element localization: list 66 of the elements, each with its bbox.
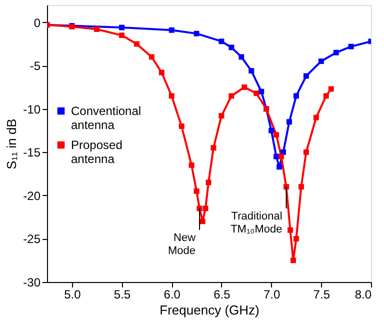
point xyxy=(276,164,282,170)
y-tick-label: -5 xyxy=(30,59,41,74)
point xyxy=(194,30,200,36)
point xyxy=(196,206,202,212)
y-tick-label: -10 xyxy=(23,102,41,116)
point xyxy=(268,128,274,134)
point xyxy=(148,54,154,60)
point xyxy=(200,218,206,224)
point xyxy=(94,26,100,32)
y-tick-label: 0 xyxy=(34,16,41,30)
x-tick-label: 5.5 xyxy=(114,288,131,302)
point xyxy=(168,93,174,99)
annotation: New Mode xyxy=(168,232,196,258)
x-tick-label: 8.0 xyxy=(354,288,372,302)
point xyxy=(238,54,244,60)
y-tick-label: -25 xyxy=(23,232,41,246)
point xyxy=(254,90,260,96)
point xyxy=(303,73,309,79)
point xyxy=(119,24,125,30)
point xyxy=(293,93,299,99)
point xyxy=(228,44,234,50)
point xyxy=(258,88,264,94)
point xyxy=(218,38,224,44)
x-tick-label: 6.5 xyxy=(214,288,231,302)
point xyxy=(318,58,324,64)
point xyxy=(278,154,284,160)
point xyxy=(228,93,234,99)
point xyxy=(313,114,319,120)
point xyxy=(303,149,309,155)
point xyxy=(290,258,296,264)
point xyxy=(293,236,299,242)
point xyxy=(284,184,289,190)
y-tick-label: -15 xyxy=(23,146,41,160)
point xyxy=(119,32,125,38)
x-tick-label: 7.0 xyxy=(263,288,280,302)
point xyxy=(134,41,140,47)
point xyxy=(348,44,354,50)
y-tick-label: -20 xyxy=(23,188,41,203)
point xyxy=(323,93,329,99)
point xyxy=(298,184,304,190)
point xyxy=(206,180,212,186)
point xyxy=(248,68,254,74)
legend-label: Conventional antenna xyxy=(71,104,142,132)
point xyxy=(333,50,339,56)
point xyxy=(274,154,280,160)
y-axis-title: S₁₁ in dB xyxy=(4,118,20,170)
y-tick-label: -30 xyxy=(23,276,41,290)
point xyxy=(242,84,248,90)
point xyxy=(274,132,280,138)
x-tick-label: 7.5 xyxy=(313,288,330,302)
point xyxy=(210,145,216,151)
annotation: Traditional TM₁₀Mode xyxy=(230,210,282,236)
x-tick-label: 5.0 xyxy=(64,288,82,302)
point xyxy=(218,113,224,119)
x-axis-title: Frequency (GHz) xyxy=(160,302,260,318)
point xyxy=(328,86,334,92)
point xyxy=(178,123,184,129)
point xyxy=(194,188,200,194)
point xyxy=(188,162,194,168)
legend-label: Proposed antenna xyxy=(71,138,122,166)
point xyxy=(168,27,174,33)
point xyxy=(158,70,164,76)
x-tick-label: 6.0 xyxy=(164,288,181,302)
point xyxy=(202,206,208,212)
point xyxy=(288,227,293,233)
point xyxy=(286,119,292,125)
